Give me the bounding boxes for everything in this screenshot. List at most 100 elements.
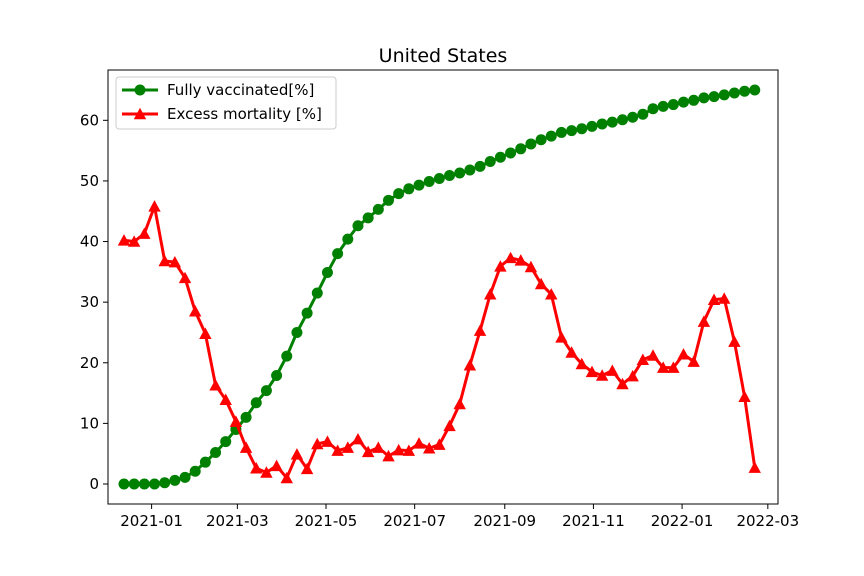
data-point — [524, 260, 538, 273]
data-point — [595, 369, 609, 381]
data-point — [382, 194, 394, 206]
data-point — [749, 84, 761, 96]
axes: 2021-01 2021-03 2021-05 2021-07 2021-09 2021-… — [80, 69, 799, 530]
data-point — [514, 254, 527, 266]
y-tick-label: 60 — [80, 111, 99, 129]
data-point — [433, 438, 446, 450]
data-point — [535, 134, 547, 146]
data-point — [342, 233, 354, 245]
data-point — [209, 378, 222, 391]
data-point — [402, 444, 416, 456]
data-point — [606, 364, 619, 376]
data-point — [270, 459, 283, 472]
data-point — [555, 331, 568, 343]
data-point — [443, 419, 456, 432]
x-tick-label: 2021-01 — [120, 512, 183, 530]
data-point — [534, 277, 548, 290]
data-point — [149, 478, 161, 490]
data-point — [687, 355, 700, 367]
x-tick-label: 2021-05 — [295, 512, 358, 530]
legend-entry: Excess mortality [%] — [122, 105, 322, 123]
data-point — [351, 432, 365, 445]
data-point — [239, 441, 253, 453]
data-point — [748, 461, 761, 473]
data-point — [321, 266, 333, 278]
data-point — [728, 87, 740, 99]
data-point — [372, 441, 385, 453]
data-point — [463, 358, 477, 371]
data-point — [199, 327, 212, 339]
data-point — [626, 369, 639, 382]
data-point — [290, 448, 304, 460]
y-tick-label: 20 — [80, 354, 99, 372]
data-point — [646, 349, 660, 361]
legend-marker — [134, 84, 146, 96]
axes-frame — [107, 69, 779, 505]
data-point — [219, 393, 232, 406]
y-tick-label: 50 — [80, 172, 99, 190]
data-point — [545, 130, 557, 142]
data-point — [128, 478, 140, 490]
data-point — [229, 415, 243, 427]
data-point — [179, 471, 191, 483]
data-point — [688, 94, 700, 106]
data-point — [555, 126, 567, 138]
data-point — [739, 85, 751, 97]
x-tick-label: 2022-01 — [651, 512, 714, 530]
x-tick-label: 2021-03 — [206, 512, 269, 530]
data-point — [412, 437, 426, 449]
data-point — [473, 324, 487, 336]
y-tick-label: 10 — [80, 414, 99, 432]
data-point — [707, 293, 721, 305]
data-point — [321, 435, 334, 447]
data-point — [698, 92, 710, 104]
data-point — [127, 235, 141, 247]
data-point — [627, 111, 639, 123]
data-point — [168, 255, 182, 268]
data-point — [636, 353, 650, 366]
data-point — [382, 449, 395, 462]
data-point — [728, 335, 741, 347]
data-point — [300, 462, 314, 475]
data-point — [484, 156, 496, 168]
data-point — [575, 357, 588, 370]
data-point — [494, 151, 506, 163]
y-tick-label: 40 — [80, 233, 99, 251]
data-point — [444, 169, 456, 181]
data-point — [433, 173, 445, 184]
x-tick-label: 2021-09 — [473, 512, 536, 530]
data-point — [159, 477, 171, 489]
data-point — [148, 200, 161, 212]
data-point — [525, 138, 537, 150]
data-point — [637, 108, 649, 120]
data-point — [240, 411, 252, 423]
data-point — [138, 478, 150, 490]
data-point — [393, 188, 405, 200]
data-point — [667, 361, 680, 373]
data-point — [189, 465, 201, 477]
data-point — [656, 361, 670, 373]
legend-label: Fully vaccinated[%] — [167, 81, 314, 99]
x-tick-label: 2021-07 — [383, 512, 446, 530]
data-point — [494, 260, 507, 272]
data-point — [677, 348, 690, 360]
data-point — [301, 307, 313, 319]
data-point — [596, 118, 608, 130]
data-point — [341, 441, 355, 453]
data-point — [250, 397, 262, 409]
data-point — [738, 390, 751, 402]
data-point — [352, 220, 364, 232]
data-point — [718, 89, 730, 101]
data-point — [260, 385, 272, 397]
data-point — [189, 305, 202, 317]
legend-entry: Fully vaccinated[%] — [122, 81, 314, 99]
data-point — [311, 437, 324, 450]
data-point — [453, 397, 466, 410]
data-point — [413, 179, 425, 191]
data-point — [210, 446, 222, 458]
data-point — [474, 160, 486, 172]
data-point — [586, 120, 598, 132]
data-point — [280, 471, 293, 484]
data-point — [585, 365, 599, 378]
